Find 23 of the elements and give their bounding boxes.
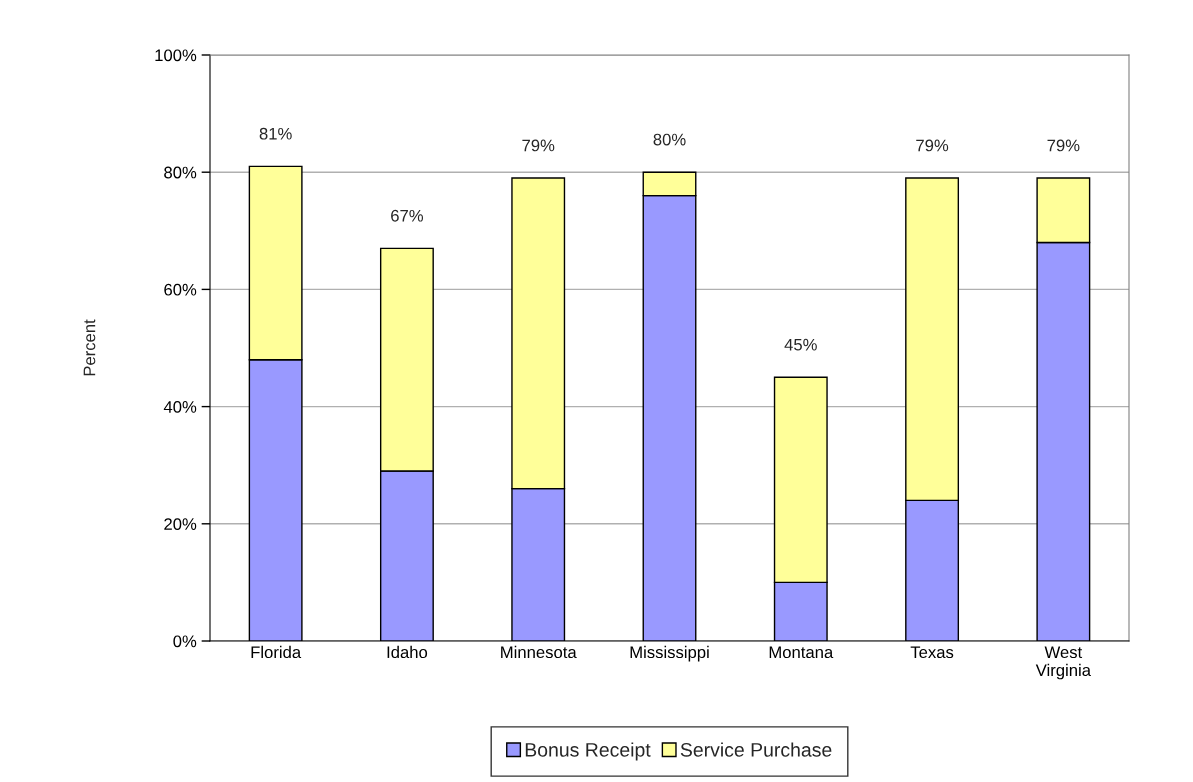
x-tick-label: Florida	[251, 645, 302, 659]
x-tick-label: West Virginia	[1035, 646, 1091, 680]
x-tick-label: Mississippi	[630, 645, 709, 662]
y-tick-label: 60%	[164, 283, 197, 296]
x-tick-label: Minnesota	[501, 645, 577, 659]
legend-label: Service Purchase	[680, 742, 832, 757]
total-label: 79%	[1047, 139, 1080, 152]
y-tick-label: 80%	[164, 166, 197, 179]
y-tick-label: 0%	[173, 635, 197, 648]
y-tick-label: 40%	[163, 401, 197, 413]
total-label: 79%	[916, 139, 949, 152]
legend-label: Bonus Receipt	[525, 742, 651, 761]
total-label: 79%	[522, 139, 555, 152]
total-label: 81%	[259, 127, 292, 140]
total-label: 45%	[784, 338, 817, 351]
x-tick-label: Texas	[910, 646, 954, 659]
total-label: 80%	[653, 133, 686, 146]
y-tick-label: 100%	[155, 49, 197, 62]
x-tick-label: Montana	[769, 646, 834, 659]
total-label: 67%	[391, 209, 424, 222]
y-axis-title: Percent	[83, 319, 96, 376]
y-tick-label: 20%	[164, 518, 197, 530]
x-tick-label: Idaho	[387, 645, 428, 659]
